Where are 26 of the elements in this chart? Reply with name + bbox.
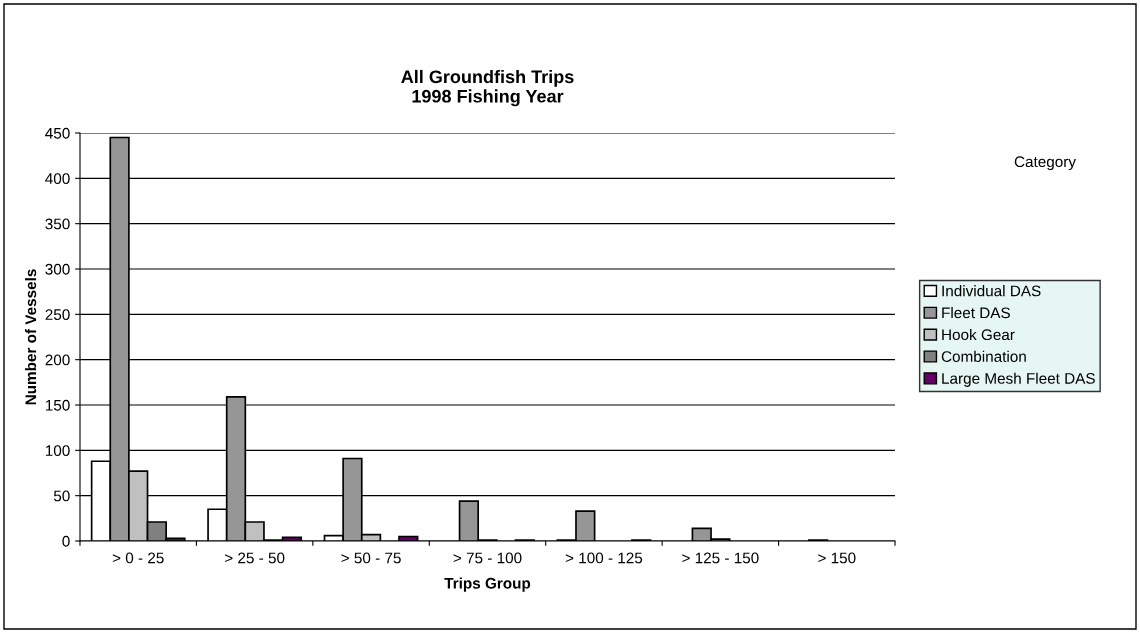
y-tick-label: 450 xyxy=(45,127,70,139)
x-tick-label: > 0 - 25 xyxy=(112,552,164,564)
legend-title: Category xyxy=(1014,156,1076,171)
legend-label: Combination xyxy=(941,350,1026,362)
x-tick-label: > 25 - 50 xyxy=(225,552,285,564)
x-tick-label: > 75 - 100 xyxy=(453,552,522,564)
y-tick-label: 300 xyxy=(45,263,70,275)
legend-label: Fleet DAS xyxy=(942,307,1010,319)
x-tick-label: > 150 xyxy=(818,552,856,564)
legend-label: Large Mesh Fleet DAS xyxy=(942,372,1095,387)
x-tick-label: > 100 - 125 xyxy=(565,552,643,564)
legend-label: Hook Gear xyxy=(942,328,1015,341)
chart-title: All Groundfish Trips 1998 Fishing Year xyxy=(401,69,574,107)
x-tick-label: > 50 - 75 xyxy=(341,552,401,564)
legend-label: Individual DAS xyxy=(942,285,1041,297)
y-tick-label: 200 xyxy=(45,354,70,366)
x-tick-label: > 125 - 150 xyxy=(682,552,759,564)
y-tick-label: 0 xyxy=(62,535,70,547)
y-tick-label: 250 xyxy=(45,309,70,321)
y-tick-label: 350 xyxy=(45,218,70,230)
y-tick-label: 50 xyxy=(53,490,70,502)
y-axis-title: Number of Vessels xyxy=(24,269,37,405)
y-tick-label: 150 xyxy=(45,399,70,411)
y-tick-label: 400 xyxy=(45,173,70,185)
y-tick-label: 100 xyxy=(45,445,70,457)
x-axis-title: Trips Group xyxy=(444,577,531,592)
